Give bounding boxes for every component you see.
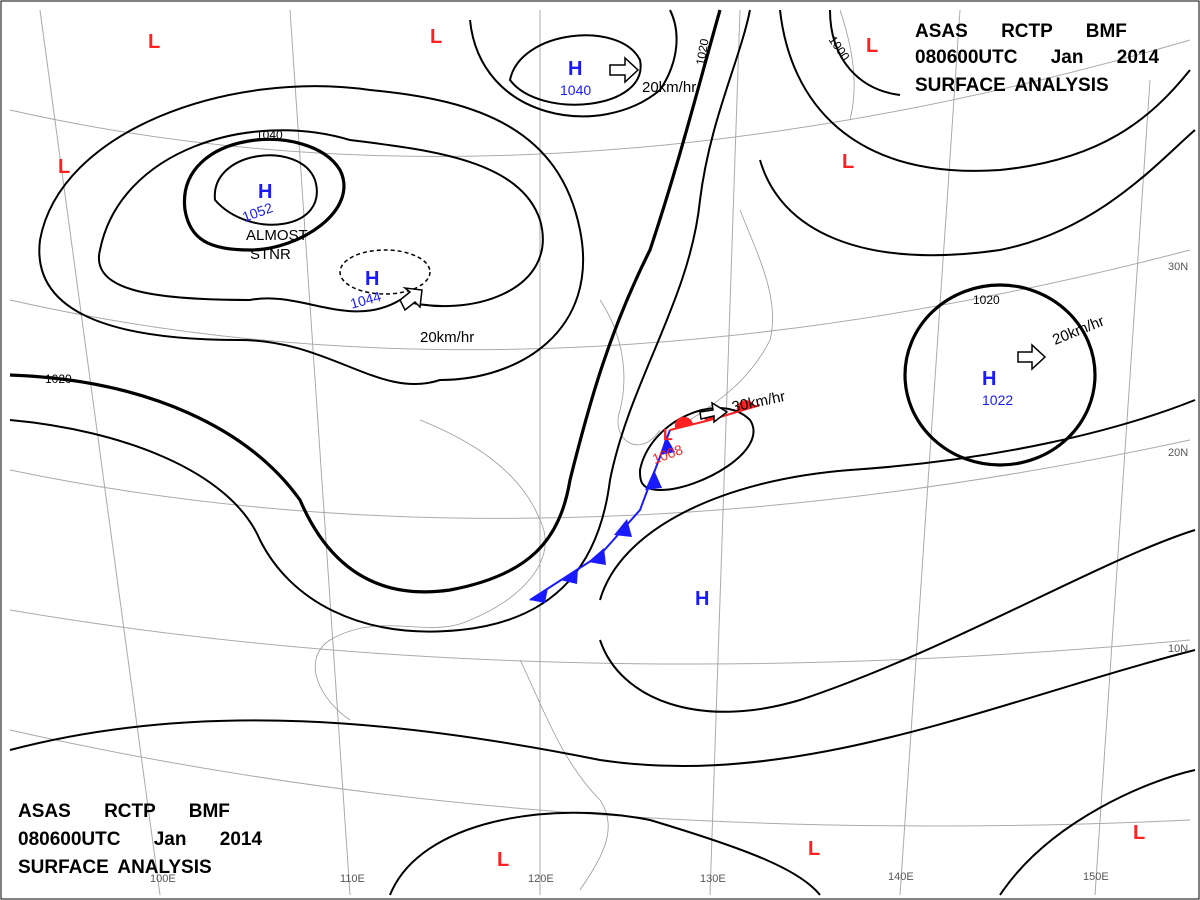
center-type: H xyxy=(258,181,272,203)
isobar-label: 1040 xyxy=(256,128,283,142)
front-symbol xyxy=(674,416,693,428)
center-type: L xyxy=(842,151,854,173)
center-type: H xyxy=(568,58,582,80)
front-symbol xyxy=(614,519,632,537)
isobar xyxy=(999,769,1196,896)
front-symbol xyxy=(736,400,755,412)
isobar xyxy=(903,283,1097,467)
labels: ASAS RCTP BMF 080600UTC Jan 2014 SURFACE… xyxy=(18,21,1188,885)
isobar xyxy=(599,399,1196,601)
parallel xyxy=(9,39,1191,157)
isobar xyxy=(759,129,1196,257)
parallel xyxy=(9,609,1191,665)
isobar-label: 1020 xyxy=(693,37,711,66)
isobar xyxy=(183,137,346,252)
latitude-label: 30N xyxy=(1168,261,1188,273)
motion-arrows xyxy=(399,56,1047,424)
dashed-isobar xyxy=(339,249,431,295)
center-type: H xyxy=(982,368,996,390)
isobar xyxy=(829,9,901,96)
parallel xyxy=(9,249,1191,351)
isobar xyxy=(469,9,678,118)
meridian xyxy=(39,9,161,896)
front-symbol xyxy=(560,568,578,584)
isobar xyxy=(97,129,544,313)
meridian xyxy=(289,9,351,896)
longitude-label: 140E xyxy=(888,871,914,883)
isobar xyxy=(9,649,1196,767)
isobar xyxy=(389,811,821,896)
title-line: SURFACE ANALYSIS xyxy=(18,857,212,878)
graticule xyxy=(9,9,1191,896)
title-line: ASAS RCTP BMF xyxy=(18,801,230,822)
coastline xyxy=(519,659,609,891)
annotation: STNR xyxy=(250,246,291,263)
motion-arrow xyxy=(399,286,423,312)
latitude-label: 10N xyxy=(1168,643,1188,655)
center-type: L xyxy=(808,838,820,860)
coastline xyxy=(689,209,774,421)
center-type: H xyxy=(695,588,709,610)
isobar-label: 1020 xyxy=(45,372,72,386)
center-pressure: 1044 xyxy=(348,288,382,312)
center-type: L xyxy=(497,849,509,871)
center-type: L xyxy=(58,156,70,178)
coastline xyxy=(839,9,855,121)
title-line: 080600UTC Jan 2014 xyxy=(18,829,262,850)
annotation: ALMOST xyxy=(246,227,308,244)
motion-arrow xyxy=(609,56,640,84)
motion-arrow xyxy=(1017,343,1047,371)
longitude-label: 120E xyxy=(528,873,554,885)
center-pressure: 1022 xyxy=(982,392,1013,408)
longitude-label: 100E xyxy=(150,873,176,885)
center-type: H xyxy=(365,268,379,290)
center-type: L xyxy=(663,427,673,444)
meridian xyxy=(1094,79,1151,896)
isobar xyxy=(213,154,318,226)
title-line: 080600UTC Jan 2014 xyxy=(915,47,1159,68)
motion-label: 20km/hr xyxy=(642,79,696,96)
latitude-label: 20N xyxy=(1168,447,1188,459)
meridian xyxy=(709,9,741,896)
motion-label: 20km/hr xyxy=(420,329,474,346)
isobar xyxy=(779,9,1191,172)
longitude-label: 150E xyxy=(1083,871,1109,883)
center-type: L xyxy=(1133,822,1145,844)
front-symbol xyxy=(660,436,675,455)
title-line: SURFACE ANALYSIS xyxy=(915,75,1109,96)
center-type: L xyxy=(148,31,160,53)
motion-arrow xyxy=(699,401,729,424)
isobar xyxy=(9,9,751,633)
isobar-label: 1020 xyxy=(973,293,1000,307)
isobars xyxy=(9,9,1196,896)
meridian xyxy=(899,9,961,896)
longitude-label: 110E xyxy=(340,873,365,885)
front-symbol xyxy=(588,548,606,565)
parallel xyxy=(9,439,1191,519)
center-type: L xyxy=(430,26,442,48)
center-type: L xyxy=(866,35,878,57)
longitude-label: 130E xyxy=(700,873,726,885)
isobar xyxy=(9,9,722,594)
isobar xyxy=(38,85,585,386)
center-pressure: 1040 xyxy=(560,82,591,98)
title-line: ASAS RCTP BMF xyxy=(915,21,1127,42)
front-symbol xyxy=(645,470,662,490)
front-symbol xyxy=(530,588,548,603)
isobar xyxy=(508,34,642,106)
isobar xyxy=(599,529,1196,713)
